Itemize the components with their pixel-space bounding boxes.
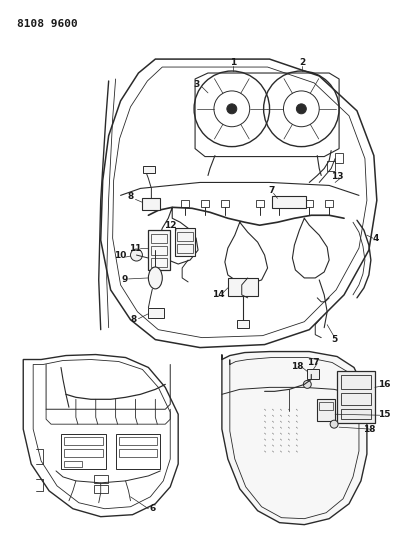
Bar: [325, 200, 333, 207]
Polygon shape: [222, 352, 367, 524]
Bar: [148, 308, 164, 318]
Bar: [181, 200, 189, 207]
Text: 10: 10: [114, 251, 127, 260]
Text: 4: 4: [373, 233, 379, 243]
Circle shape: [131, 249, 143, 261]
Text: 18: 18: [363, 425, 375, 434]
Bar: [335, 152, 343, 163]
Bar: [64, 449, 103, 457]
Bar: [177, 232, 193, 241]
Text: 5: 5: [331, 335, 337, 344]
Text: 18: 18: [291, 362, 304, 371]
Bar: [201, 200, 209, 207]
Bar: [61, 434, 106, 469]
Circle shape: [330, 420, 338, 428]
Text: 15: 15: [378, 410, 390, 419]
Bar: [151, 258, 167, 267]
Bar: [228, 278, 258, 296]
Bar: [327, 160, 335, 171]
Bar: [143, 198, 160, 211]
Bar: [115, 434, 160, 469]
Bar: [307, 369, 319, 379]
Text: 8: 8: [127, 192, 134, 201]
Bar: [64, 437, 103, 445]
Bar: [151, 234, 167, 243]
Text: 16: 16: [378, 380, 390, 389]
Bar: [143, 166, 155, 173]
Text: 1: 1: [230, 58, 236, 67]
Bar: [175, 228, 195, 256]
Bar: [341, 375, 371, 389]
Text: 8108 9600: 8108 9600: [17, 19, 78, 29]
Text: 13: 13: [331, 172, 343, 181]
Text: 6: 6: [149, 504, 155, 513]
Text: 3: 3: [193, 80, 199, 90]
Text: 14: 14: [212, 290, 224, 300]
Text: 11: 11: [129, 244, 142, 253]
Bar: [275, 200, 284, 207]
Text: 8: 8: [130, 315, 136, 324]
Text: 9: 9: [121, 276, 128, 285]
Bar: [151, 246, 167, 255]
Ellipse shape: [148, 267, 162, 289]
Text: 12: 12: [164, 221, 176, 230]
Bar: [64, 461, 82, 467]
Bar: [177, 244, 193, 253]
Bar: [256, 200, 263, 207]
Bar: [94, 485, 108, 493]
Text: 17: 17: [307, 358, 320, 367]
Circle shape: [296, 104, 306, 114]
Bar: [317, 399, 335, 421]
Bar: [305, 200, 313, 207]
Bar: [94, 475, 108, 483]
Bar: [237, 320, 249, 328]
Text: 7: 7: [268, 186, 275, 195]
Bar: [337, 372, 375, 423]
Bar: [119, 437, 157, 445]
Text: 2: 2: [299, 58, 305, 67]
Bar: [341, 409, 371, 419]
Bar: [148, 230, 170, 270]
Bar: [319, 402, 333, 410]
Bar: [341, 393, 371, 405]
Bar: [272, 196, 306, 208]
Circle shape: [227, 104, 237, 114]
Circle shape: [303, 381, 311, 389]
Bar: [119, 449, 157, 457]
Bar: [221, 200, 229, 207]
